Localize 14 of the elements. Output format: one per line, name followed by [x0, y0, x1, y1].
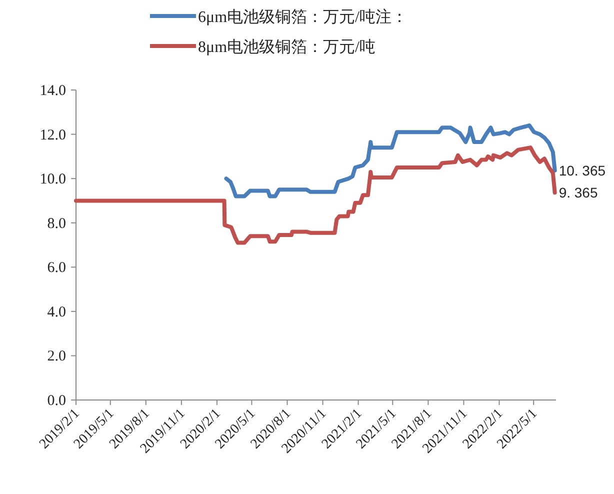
y-tick-label: 8.0: [47, 216, 66, 232]
y-tick-label: 6.0: [47, 260, 66, 276]
line-series: [74, 146, 557, 245]
legend-label: 8μm电池级铜箔：万元/吨: [198, 38, 376, 56]
y-tick-label: 10.0: [40, 172, 66, 188]
y-tick-label: 12.0: [40, 127, 66, 144]
y-tick-label: 0.0: [47, 393, 66, 409]
data-label: 9. 365: [558, 184, 598, 201]
line-series: [224, 123, 557, 198]
data-label: 10. 365: [558, 162, 606, 178]
y-tick-label: 4.0: [47, 304, 66, 320]
y-tick-label: 14.0: [40, 83, 66, 99]
y-tick-label: 2.0: [47, 348, 66, 365]
legend-label: 6μm电池级铜箔：万元/吨注：: [198, 8, 408, 26]
